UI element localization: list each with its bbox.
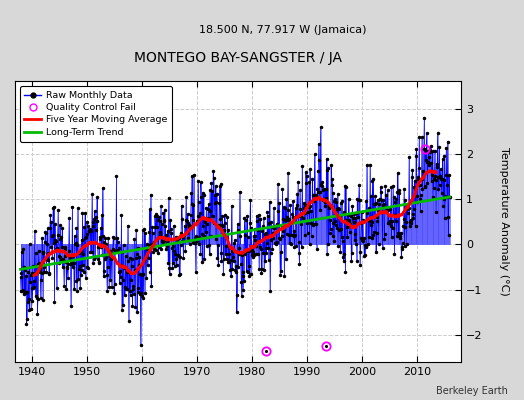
Title: MONTEGO BAY-SANGSTER / JA: MONTEGO BAY-SANGSTER / JA (134, 51, 342, 65)
Legend: Raw Monthly Data, Quality Control Fail, Five Year Moving Average, Long-Term Tren: Raw Monthly Data, Quality Control Fail, … (20, 86, 172, 142)
Y-axis label: Temperature Anomaly (°C): Temperature Anomaly (°C) (499, 148, 509, 296)
Text: Berkeley Earth: Berkeley Earth (436, 386, 508, 396)
Text: 18.500 N, 77.917 W (Jamaica): 18.500 N, 77.917 W (Jamaica) (199, 25, 367, 35)
